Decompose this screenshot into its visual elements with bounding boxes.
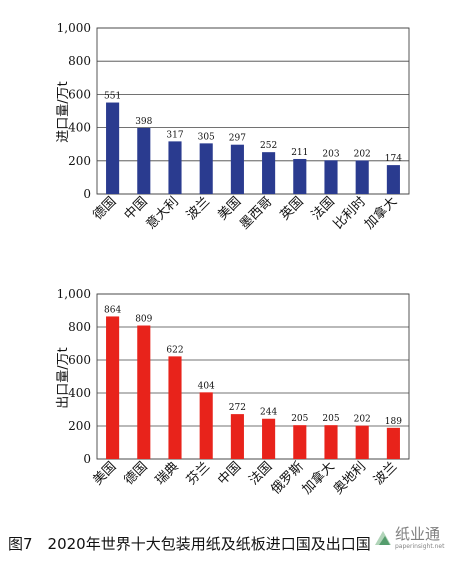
- figure-caption: 图7 2020年世界十大包装用纸及纸板进口国及出口国: [8, 535, 371, 553]
- bar: [106, 102, 120, 194]
- y-tick-label: 1,000: [57, 287, 91, 301]
- data-label: 622: [166, 345, 183, 355]
- y-tick-label: 800: [68, 54, 91, 68]
- data-label: 202: [354, 415, 371, 425]
- category-label: 波兰: [184, 194, 213, 223]
- bar: [262, 418, 276, 459]
- bar: [355, 425, 369, 459]
- data-label: 272: [229, 403, 246, 413]
- bar: [168, 356, 182, 459]
- data-label: 203: [322, 149, 339, 159]
- data-label: 398: [135, 117, 152, 127]
- category-label: 加拿大: [361, 194, 400, 233]
- y-tick-label: 0: [83, 187, 91, 201]
- data-label: 205: [291, 414, 308, 424]
- bar: [199, 392, 213, 459]
- category-label: 中国: [215, 459, 244, 488]
- bar: [386, 165, 400, 194]
- data-label: 809: [135, 315, 152, 325]
- data-label: 205: [322, 414, 339, 424]
- category-label: 比利时: [331, 194, 369, 232]
- category-label: 芬兰: [184, 459, 213, 488]
- y-tick-label: 600: [68, 87, 91, 101]
- bar: [386, 427, 400, 459]
- category-label: 瑞典: [153, 459, 182, 488]
- y-tick-label: 200: [68, 419, 91, 433]
- y-axis-label: 出口量/万t: [56, 347, 71, 408]
- bar: [199, 143, 213, 194]
- bar: [293, 158, 307, 194]
- data-label: 305: [198, 132, 215, 142]
- data-label: 252: [260, 141, 277, 151]
- category-label: 美国: [90, 459, 119, 488]
- data-label: 244: [260, 408, 277, 418]
- data-label: 297: [229, 134, 246, 144]
- bar: [293, 425, 307, 459]
- y-axis-label: 进口量/万t: [56, 81, 71, 142]
- bar: [355, 160, 369, 194]
- y-tick-label: 1,000: [57, 21, 91, 35]
- data-label: 864: [104, 305, 121, 315]
- bar: [168, 141, 182, 194]
- watermark-url: paperinsight.net: [395, 543, 445, 550]
- bar: [324, 160, 338, 194]
- y-tick-label: 0: [83, 452, 91, 466]
- bar: [137, 127, 151, 194]
- bar: [106, 316, 120, 459]
- data-label: 551: [104, 92, 121, 102]
- category-label: 英国: [278, 194, 307, 223]
- bar: [230, 144, 244, 194]
- y-tick-label: 400: [68, 386, 91, 400]
- category-label: 意大利: [143, 194, 182, 233]
- category-label: 加拿大: [299, 459, 338, 498]
- data-label: 211: [291, 148, 308, 158]
- category-label: 俄罗斯: [268, 459, 306, 497]
- y-tick-label: 600: [68, 353, 91, 367]
- category-label: 墨西哥: [237, 194, 275, 232]
- data-label: 202: [354, 149, 371, 159]
- bar: [262, 152, 276, 194]
- data-label: 189: [385, 417, 402, 427]
- plot-frame: [96, 27, 410, 195]
- data-label: 174: [385, 154, 402, 164]
- export-chart: 0 200 400 600 800 1,000 出口量/万t 864 美国 809 德国 622 瑞典 4…: [56, 287, 410, 498]
- bar: [137, 325, 151, 459]
- plot-frame: [96, 293, 410, 460]
- category-label: 德国: [122, 459, 151, 488]
- category-label: 波兰: [371, 459, 400, 488]
- y-tick-label: 400: [68, 121, 91, 135]
- bar: [230, 414, 244, 459]
- y-tick-label: 800: [68, 320, 91, 334]
- watermark-logo-icon: [375, 531, 391, 545]
- watermark-text: 纸业通: [395, 525, 441, 543]
- category-label: 奥地利: [331, 459, 369, 497]
- data-label: 404: [198, 381, 215, 391]
- category-label: 德国: [90, 194, 119, 223]
- watermark: 纸业通 paperinsight.net: [372, 522, 462, 560]
- bar: [324, 425, 338, 459]
- data-label: 317: [166, 130, 183, 140]
- y-tick-label: 200: [68, 154, 91, 168]
